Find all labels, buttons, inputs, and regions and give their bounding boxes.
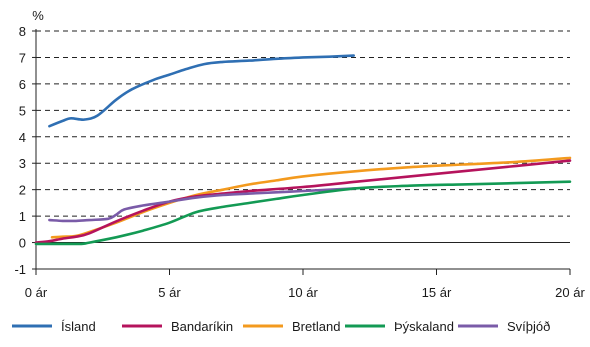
series-line-2	[50, 156, 572, 239]
x-tick-label: 10 ár	[288, 285, 318, 300]
x-tick-label: 15 ár	[422, 285, 452, 300]
y-tick-label: -1	[14, 262, 26, 277]
series-line-3	[34, 180, 572, 246]
legend-label: Svíþjóð	[507, 319, 550, 334]
x-tick-label: 0 ár	[25, 285, 48, 300]
legend-label: Ísland	[61, 319, 96, 334]
y-tick-label: 2	[19, 183, 26, 198]
y-tick-label: 3	[19, 156, 26, 171]
x-tick-label: 5 ár	[158, 285, 181, 300]
series-line-1	[34, 159, 572, 244]
axes	[32, 29, 571, 275]
y-tick-label: 7	[19, 50, 26, 65]
y-tick-label: 4	[19, 130, 26, 145]
gridlines	[36, 30, 570, 244]
legend-label: Bandaríkin	[171, 319, 233, 334]
x-axis-tick-labels: 0 ár 5 ár 10 ár 15 ár 20 ár	[25, 285, 586, 300]
y-tick-label: 5	[19, 103, 26, 118]
legend: Ísland Bandaríkin Bretland Þýskaland Svíþjóð	[12, 319, 550, 334]
series-lines	[34, 54, 572, 246]
legend-label: Bretland	[292, 319, 340, 334]
y-tick-label: 0	[19, 236, 26, 251]
x-tick-label: 20 ár	[555, 285, 585, 300]
legend-label: Þýskaland	[394, 319, 454, 334]
y-axis-tick-labels: -1 0 1 2 3 4 5 6 7 8	[14, 24, 26, 277]
y-axis-unit-label: %	[32, 8, 44, 23]
series-line-4	[48, 187, 358, 223]
y-tick-label: 6	[19, 77, 26, 92]
y-tick-label: 8	[19, 24, 26, 39]
series-line-0	[48, 54, 355, 128]
y-tick-label: 1	[19, 209, 26, 224]
